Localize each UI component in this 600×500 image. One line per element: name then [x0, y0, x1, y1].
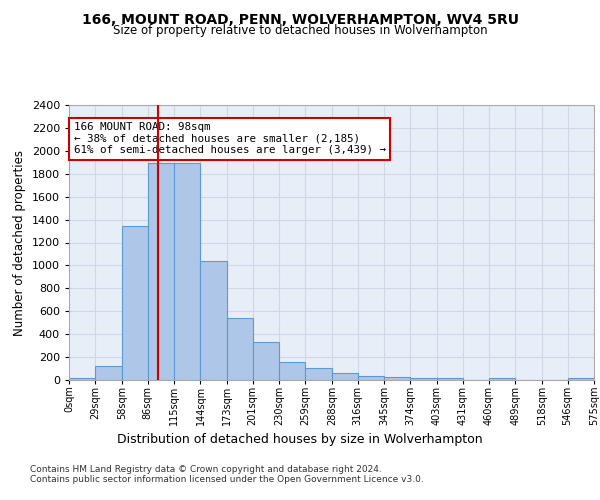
Bar [69, 378, 95, 380]
Text: Distribution of detached houses by size in Wolverhampton: Distribution of detached houses by size … [117, 432, 483, 446]
Bar [122, 226, 148, 380]
Bar [568, 378, 594, 380]
Text: Contains public sector information licensed under the Open Government Licence v3: Contains public sector information licen… [30, 475, 424, 484]
Bar [437, 378, 463, 380]
Bar [148, 164, 174, 380]
Text: 166 MOUNT ROAD: 98sqm
← 38% of detached houses are smaller (2,185)
61% of semi-d: 166 MOUNT ROAD: 98sqm ← 38% of detached … [74, 122, 386, 156]
Bar [332, 373, 358, 380]
Bar [174, 164, 200, 380]
Text: Size of property relative to detached houses in Wolverhampton: Size of property relative to detached ho… [113, 24, 487, 37]
Bar [489, 378, 515, 380]
Text: 166, MOUNT ROAD, PENN, WOLVERHAMPTON, WV4 5RU: 166, MOUNT ROAD, PENN, WOLVERHAMPTON, WV… [82, 12, 518, 26]
Bar [305, 368, 332, 380]
Bar [253, 342, 279, 380]
Bar [95, 366, 122, 380]
Y-axis label: Number of detached properties: Number of detached properties [13, 150, 26, 336]
Bar [384, 377, 410, 380]
Bar [410, 378, 437, 380]
Bar [358, 376, 384, 380]
Bar [279, 362, 305, 380]
Bar [227, 318, 253, 380]
Bar [200, 261, 227, 380]
Text: Contains HM Land Registry data © Crown copyright and database right 2024.: Contains HM Land Registry data © Crown c… [30, 465, 382, 474]
